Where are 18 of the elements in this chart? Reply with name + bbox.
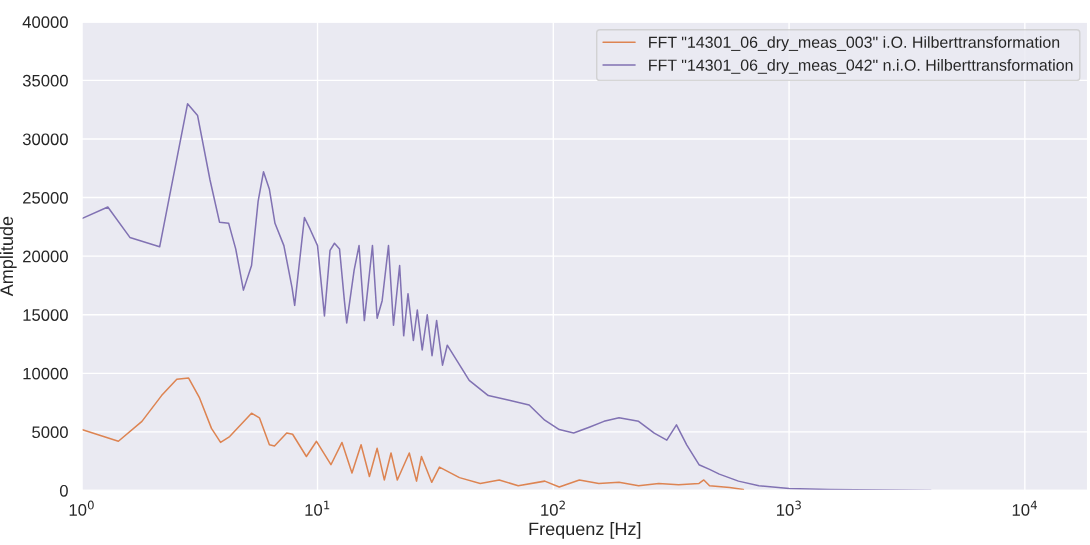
y-tick-label: 15000: [23, 309, 68, 321]
y-tick-label: 25000: [23, 191, 68, 204]
x-tick-label: 10$^{4}$: [1012, 500, 1037, 516]
x-tick-label: 10$^{1}$: [305, 500, 330, 516]
y-tick-label: 0: [59, 484, 68, 497]
x-tick-label: 10$^{2}$: [541, 500, 565, 516]
y-tick-label: 40000: [22, 16, 68, 28]
y-tick-label: 30000: [22, 133, 68, 146]
x-tick-label: 10$^{0}$: [69, 500, 94, 516]
legend-label: FFT "14301_06_dry_meas_003" i.O. Hilberttransformation: [649, 36, 1060, 52]
x-axis-title: Frequenz [Hz]: [529, 522, 641, 539]
y-tick-label: 20000: [23, 250, 68, 263]
y-tick-label: 5000: [32, 426, 68, 439]
y-tick-label: 10000: [23, 367, 68, 380]
x-tick-label: 10$^{3}$: [777, 500, 801, 516]
legend-label: FFT "14301_06_dry_meas_042" n.i.O. Hilberttransformation: [649, 59, 1073, 74]
y-axis-title: Amplitude: [0, 216, 17, 297]
y-tick-label: 35000: [22, 74, 68, 87]
